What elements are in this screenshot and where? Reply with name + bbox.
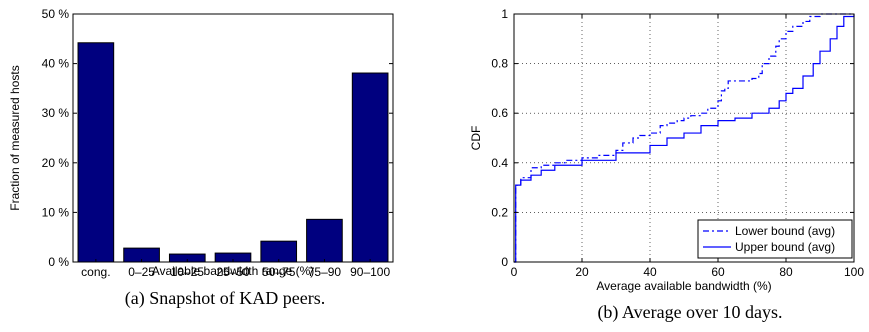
x-tick-label: 75–90: [308, 265, 342, 279]
x-tick-label: 0: [511, 265, 518, 279]
y-tick-label: 0: [501, 255, 508, 269]
series-line-lower-bound: [514, 13, 854, 263]
legend-label-upper: Upper bound (avg): [735, 240, 835, 254]
cdf-chart-grid: [514, 14, 854, 262]
y-tick-label: 50 %: [42, 7, 70, 21]
bar-chart-ticks: cong. 0–25 10–25 25–50 50–75 75–90 90–100 0 % 10…: [42, 7, 393, 279]
bar-chart-plot-area: [73, 14, 393, 262]
bar: [260, 240, 298, 263]
bar: [351, 72, 389, 263]
cdf-chart-legend: Lower bound (avg) Upper bound (avg): [697, 219, 853, 259]
y-tick-label: 0.2: [491, 205, 508, 219]
x-tick-label: 60: [711, 265, 725, 279]
y-tick-label: 0.4: [491, 156, 508, 170]
x-tick-label: 20: [575, 265, 589, 279]
bar-chart-bars: [77, 42, 389, 263]
x-tick-label: 90–100: [350, 265, 390, 279]
y-tick-label: 10 %: [42, 205, 70, 219]
y-tick-label: 0.6: [491, 106, 508, 120]
x-tick-label: 100: [844, 265, 864, 279]
y-tick-label: 0 %: [48, 255, 69, 269]
bar: [306, 218, 343, 263]
bar-chart-xlabel: Available bandwidth range (%): [152, 264, 315, 278]
cdf-chart-lines: [514, 13, 855, 263]
x-tick-label: 80: [779, 265, 793, 279]
cdf-chart-frame: [513, 13, 855, 263]
cdf-chart-caption: (b) Average over 10 days.: [597, 302, 782, 323]
y-tick-label: 0.8: [491, 57, 508, 71]
y-tick-label: 20 %: [42, 156, 70, 170]
legend-label-lower: Lower bound (avg): [735, 224, 835, 238]
bar-chart-panel: cong. 0–25 10–25 25–50 50–75 75–90 90–100 0 % 10…: [8, 7, 394, 309]
legend-box: [697, 219, 853, 259]
y-tick-label: 30 %: [42, 106, 70, 120]
x-tick-label: 50–75: [262, 265, 296, 279]
x-tick-label: 25–50: [216, 265, 250, 279]
cdf-chart-xlabel: Average available bandwidth (%): [596, 279, 771, 293]
bar-chart-frame: [72, 13, 394, 263]
bar: [77, 42, 115, 263]
cdf-chart-ticks: 0 20 40 60 80 100 0 0.2 0.4 0.6 0.8 1: [491, 7, 864, 279]
x-tick-label: 10–25: [171, 265, 205, 279]
cdf-chart-panel: 0 20 40 60 80 100 0 0.2 0.4 0.6 0.8 1 Lower bound (…: [469, 7, 864, 323]
x-tick-label: 0–25: [128, 265, 155, 279]
x-tick-label: cong.: [81, 265, 110, 279]
bar-chart-caption: (a) Snapshot of KAD peers.: [125, 288, 325, 309]
y-tick-label: 40 %: [42, 57, 70, 71]
x-tick-label: 40: [643, 265, 657, 279]
y-tick-label: 1: [501, 7, 508, 21]
bar-chart-ylabel: Fraction of measured hosts: [8, 65, 22, 210]
cdf-chart-ylabel: CDF: [469, 126, 483, 151]
series-line-upper-bound: [514, 14, 855, 263]
